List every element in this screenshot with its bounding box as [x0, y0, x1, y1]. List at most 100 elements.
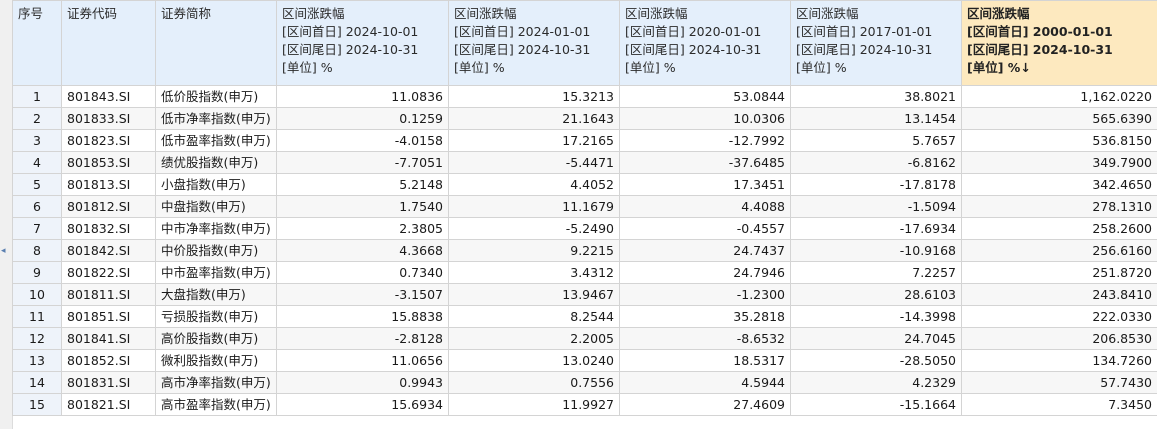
security-code-cell[interactable]: 801851.SI — [61, 305, 156, 328]
range-change-cell-1[interactable]: -7.7051 — [276, 151, 449, 174]
gutter-collapse-icon[interactable]: ◂ — [1, 246, 6, 256]
security-code-cell[interactable]: 801812.SI — [61, 195, 156, 218]
range-change-cell-5[interactable]: 134.7260 — [961, 349, 1157, 372]
table-row[interactable]: 8 801842.SI 中价股指数(申万) 4.3668 9.2215 24.7437 -1… — [12, 239, 1157, 262]
range-change-cell-5[interactable]: 256.6160 — [961, 239, 1157, 262]
range-change-cell-1[interactable]: 11.0836 — [276, 85, 449, 108]
header-range-5-sorted[interactable]: 区间涨跌幅 [区间首日] 2000-01-01 [区间尾日] 2024-10-3… — [961, 0, 1157, 86]
range-change-cell-4[interactable]: -28.5050 — [790, 349, 962, 372]
range-change-cell-2[interactable]: 8.2544 — [448, 305, 620, 328]
header-code[interactable]: 证券代码 — [61, 0, 156, 86]
range-change-cell-3[interactable]: -0.4557 — [619, 217, 791, 240]
range-change-cell-2[interactable]: -5.2490 — [448, 217, 620, 240]
row-index-cell[interactable]: 2 — [12, 107, 62, 130]
row-index-cell[interactable]: 7 — [12, 217, 62, 240]
security-code-cell[interactable]: 801853.SI — [61, 151, 156, 174]
row-index-cell[interactable]: 6 — [12, 195, 62, 218]
range-change-cell-4[interactable]: 24.7045 — [790, 327, 962, 350]
range-change-cell-2[interactable]: 11.1679 — [448, 195, 620, 218]
range-change-cell-5[interactable]: 536.8150 — [961, 129, 1157, 152]
range-change-cell-4[interactable]: -6.8162 — [790, 151, 962, 174]
table-row[interactable]: 9 801822.SI 中市盈率指数(申万) 0.7340 3.4312 24.7946 7… — [12, 261, 1157, 284]
table-row[interactable]: 5 801813.SI 小盘指数(申万) 5.2148 4.4052 17.3451 -17… — [12, 173, 1157, 196]
security-name-cell[interactable]: 大盘指数(申万) — [155, 283, 277, 306]
range-change-cell-3[interactable]: 24.7946 — [619, 261, 791, 284]
security-code-cell[interactable]: 801833.SI — [61, 107, 156, 130]
range-change-cell-5[interactable]: 251.8720 — [961, 261, 1157, 284]
security-name-cell[interactable]: 中市盈率指数(申万) — [155, 261, 277, 284]
range-change-cell-5[interactable]: 342.4650 — [961, 173, 1157, 196]
range-change-cell-4[interactable]: 38.8021 — [790, 85, 962, 108]
range-change-cell-2[interactable]: 2.2005 — [448, 327, 620, 350]
security-code-cell[interactable]: 801852.SI — [61, 349, 156, 372]
table-row[interactable]: 15 801821.SI 高市盈率指数(申万) 15.6934 11.9927 27.46… — [12, 393, 1157, 416]
range-change-cell-4[interactable]: -17.6934 — [790, 217, 962, 240]
range-change-cell-1[interactable]: 4.3668 — [276, 239, 449, 262]
range-change-cell-5[interactable]: 7.3450 — [961, 393, 1157, 416]
row-index-cell[interactable]: 3 — [12, 129, 62, 152]
table-row[interactable]: 7 801832.SI 中市净率指数(申万) 2.3805 -5.2490 -0.4557… — [12, 217, 1157, 240]
range-change-cell-4[interactable]: -15.1664 — [790, 393, 962, 416]
security-code-cell[interactable]: 801841.SI — [61, 327, 156, 350]
range-change-cell-3[interactable]: 4.5944 — [619, 371, 791, 394]
table-row[interactable]: 10 801811.SI 大盘指数(申万) -3.1507 13.9467 -1.2300… — [12, 283, 1157, 306]
range-change-cell-2[interactable]: 17.2165 — [448, 129, 620, 152]
range-change-cell-4[interactable]: -17.8178 — [790, 173, 962, 196]
range-change-cell-3[interactable]: 35.2818 — [619, 305, 791, 328]
range-change-cell-1[interactable]: -2.8128 — [276, 327, 449, 350]
security-name-cell[interactable]: 高市盈率指数(申万) — [155, 393, 277, 416]
row-index-cell[interactable]: 1 — [12, 85, 62, 108]
sort-desc-icon[interactable]: ↓ — [1020, 60, 1031, 75]
range-change-cell-2[interactable]: -5.4471 — [448, 151, 620, 174]
range-change-cell-1[interactable]: 0.1259 — [276, 107, 449, 130]
security-code-cell[interactable]: 801823.SI — [61, 129, 156, 152]
range-change-cell-2[interactable]: 11.9927 — [448, 393, 620, 416]
table-row[interactable]: 11 801851.SI 亏损股指数(申万) 15.8838 8.2544 35.2818… — [12, 305, 1157, 328]
range-change-cell-4[interactable]: 5.7657 — [790, 129, 962, 152]
range-change-cell-2[interactable]: 4.4052 — [448, 173, 620, 196]
range-change-cell-1[interactable]: 0.9943 — [276, 371, 449, 394]
header-range-2[interactable]: 区间涨跌幅 [区间首日] 2024-01-01 [区间尾日] 2024-10-3… — [448, 0, 620, 86]
range-change-cell-3[interactable]: -1.2300 — [619, 283, 791, 306]
range-change-cell-3[interactable]: 17.3451 — [619, 173, 791, 196]
security-code-cell[interactable]: 801842.SI — [61, 239, 156, 262]
range-change-cell-3[interactable]: -8.6532 — [619, 327, 791, 350]
range-change-cell-5[interactable]: 222.0330 — [961, 305, 1157, 328]
security-name-cell[interactable]: 绩优股指数(申万) — [155, 151, 277, 174]
security-name-cell[interactable]: 低价股指数(申万) — [155, 85, 277, 108]
security-code-cell[interactable]: 801832.SI — [61, 217, 156, 240]
row-index-cell[interactable]: 5 — [12, 173, 62, 196]
table-row[interactable]: 1 801843.SI 低价股指数(申万) 11.0836 15.3213 53.0844… — [12, 85, 1157, 108]
range-change-cell-1[interactable]: 15.8838 — [276, 305, 449, 328]
range-change-cell-5[interactable]: 258.2600 — [961, 217, 1157, 240]
row-index-cell[interactable]: 4 — [12, 151, 62, 174]
header-range-3[interactable]: 区间涨跌幅 [区间首日] 2020-01-01 [区间尾日] 2024-10-3… — [619, 0, 791, 86]
security-code-cell[interactable]: 801821.SI — [61, 393, 156, 416]
row-index-cell[interactable]: 9 — [12, 261, 62, 284]
range-change-cell-5[interactable]: 243.8410 — [961, 283, 1157, 306]
security-name-cell[interactable]: 中盘指数(申万) — [155, 195, 277, 218]
range-change-cell-4[interactable]: 7.2257 — [790, 261, 962, 284]
range-change-cell-1[interactable]: 15.6934 — [276, 393, 449, 416]
row-index-cell[interactable]: 8 — [12, 239, 62, 262]
row-index-cell[interactable]: 10 — [12, 283, 62, 306]
security-code-cell[interactable]: 801813.SI — [61, 173, 156, 196]
range-change-cell-3[interactable]: 4.4088 — [619, 195, 791, 218]
table-row[interactable]: 4 801853.SI 绩优股指数(申万) -7.7051 -5.4471 -37.648… — [12, 151, 1157, 174]
table-row[interactable]: 14 801831.SI 高市净率指数(申万) 0.9943 0.7556 4.5944 4… — [12, 371, 1157, 394]
range-change-cell-2[interactable]: 13.9467 — [448, 283, 620, 306]
range-change-cell-3[interactable]: 10.0306 — [619, 107, 791, 130]
range-change-cell-4[interactable]: 28.6103 — [790, 283, 962, 306]
range-change-cell-1[interactable]: -4.0158 — [276, 129, 449, 152]
range-change-cell-3[interactable]: 53.0844 — [619, 85, 791, 108]
security-name-cell[interactable]: 小盘指数(申万) — [155, 173, 277, 196]
range-change-cell-5[interactable]: 565.6390 — [961, 107, 1157, 130]
range-change-cell-2[interactable]: 3.4312 — [448, 261, 620, 284]
row-index-cell[interactable]: 14 — [12, 371, 62, 394]
range-change-cell-1[interactable]: -3.1507 — [276, 283, 449, 306]
range-change-cell-1[interactable]: 0.7340 — [276, 261, 449, 284]
security-name-cell[interactable]: 高价股指数(申万) — [155, 327, 277, 350]
range-change-cell-5[interactable]: 1,162.0220 — [961, 85, 1157, 108]
security-code-cell[interactable]: 801843.SI — [61, 85, 156, 108]
range-change-cell-3[interactable]: -12.7992 — [619, 129, 791, 152]
